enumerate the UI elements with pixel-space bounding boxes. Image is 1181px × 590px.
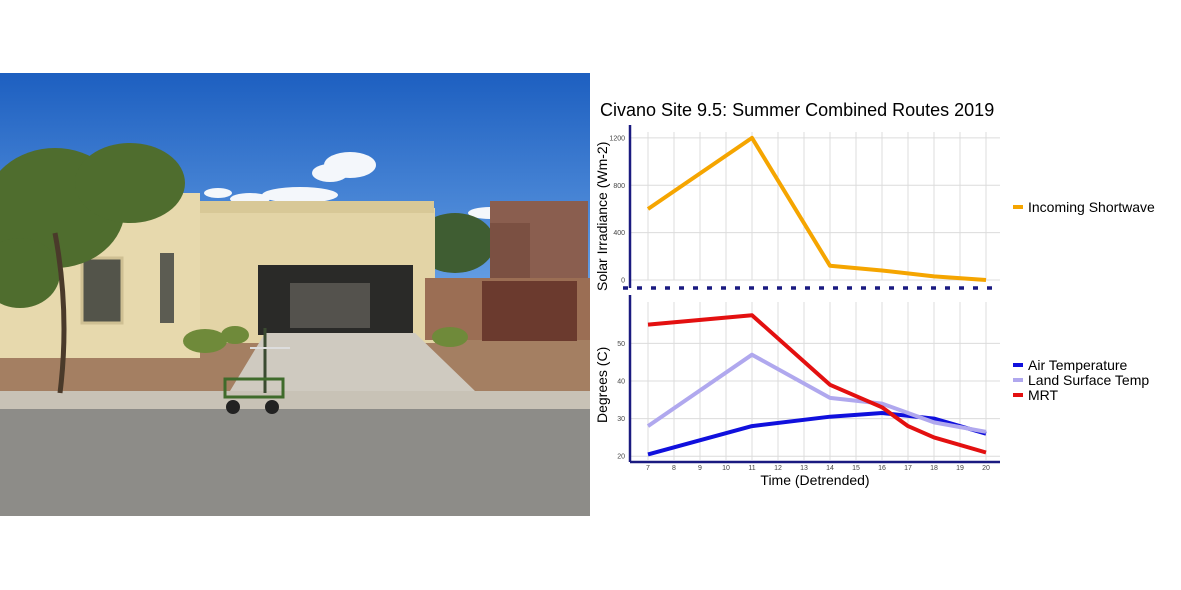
legend-label: Land Surface Temp bbox=[1028, 372, 1149, 388]
series-line-incoming-shortwave bbox=[646, 135, 987, 282]
house-photo bbox=[0, 73, 590, 516]
x-tick-label: 9 bbox=[698, 465, 702, 472]
driveway bbox=[230, 333, 475, 391]
bottom-y-tick-label: 40 bbox=[617, 379, 625, 386]
x-tick-label: 7 bbox=[646, 465, 650, 472]
x-tick-label: 13 bbox=[800, 465, 808, 472]
x-tick-label: 14 bbox=[826, 465, 834, 472]
x-tick-label: 17 bbox=[904, 465, 912, 472]
legend-label: Incoming Shortwave bbox=[1028, 199, 1155, 215]
photo-panel bbox=[0, 73, 590, 516]
top-y-tick-label: 800 bbox=[613, 183, 625, 190]
x-tick-label: 16 bbox=[878, 465, 886, 472]
series-line-mrt bbox=[647, 313, 987, 455]
x-tick-label: 15 bbox=[852, 465, 860, 472]
top-y-axis-label: Solar Irradiance (Wm-2) bbox=[594, 142, 610, 291]
chart-title: Civano Site 9.5: Summer Combined Routes … bbox=[600, 100, 994, 120]
shrubs bbox=[183, 326, 468, 353]
bottom-y-tick-label: 30 bbox=[617, 416, 625, 423]
x-tick-label: 20 bbox=[982, 465, 990, 472]
chart-svg: Civano Site 9.5: Summer Combined Routes … bbox=[594, 100, 1155, 488]
top-panel: 0 400 800 1200 Solar Irradiance (Wm-2) bbox=[594, 125, 1000, 291]
series-line-air-temperature bbox=[647, 411, 987, 457]
legend-label: MRT bbox=[1028, 387, 1059, 403]
x-axis-label: Time (Detrended) bbox=[760, 472, 869, 488]
chart-panel: Civano Site 9.5: Summer Combined Routes … bbox=[590, 90, 1181, 500]
left-tree bbox=[0, 143, 185, 308]
legend-key bbox=[1013, 205, 1023, 209]
window-left bbox=[80, 256, 124, 325]
top-y-tick-label: 400 bbox=[613, 230, 625, 237]
road bbox=[0, 409, 590, 516]
top-y-tick-label: 1200 bbox=[609, 135, 625, 142]
legend-key bbox=[1013, 363, 1023, 367]
legend-key bbox=[1013, 378, 1023, 382]
x-tick-label: 10 bbox=[722, 465, 730, 472]
bottom-y-tick-label: 20 bbox=[617, 454, 625, 461]
legend-key bbox=[1013, 393, 1023, 397]
x-tick-label: 18 bbox=[930, 465, 938, 472]
x-tick-label: 8 bbox=[672, 465, 676, 472]
x-tick-label: 12 bbox=[774, 465, 782, 472]
x-tick-label: 19 bbox=[956, 465, 964, 472]
bottom-y-axis-label: Degrees (C) bbox=[594, 347, 610, 423]
legend-label: Air Temperature bbox=[1028, 357, 1128, 373]
wooden-gate bbox=[482, 281, 577, 341]
bottom-y-tick-label: 50 bbox=[617, 341, 625, 348]
bottom-panel: 20 30 40 50 7 8 9 10 11 12 13 14 15 16 17 18 19 20 Degre… bbox=[594, 295, 1000, 488]
top-y-tick-label: 0 bbox=[621, 278, 625, 285]
x-tick-label: 11 bbox=[748, 465, 755, 472]
window-right bbox=[160, 253, 174, 323]
series-line-land-surface-temp bbox=[646, 352, 987, 434]
legend-top: Incoming Shortwave bbox=[1013, 199, 1155, 215]
measurement-cart bbox=[223, 328, 290, 414]
sidewalk bbox=[0, 391, 590, 409]
